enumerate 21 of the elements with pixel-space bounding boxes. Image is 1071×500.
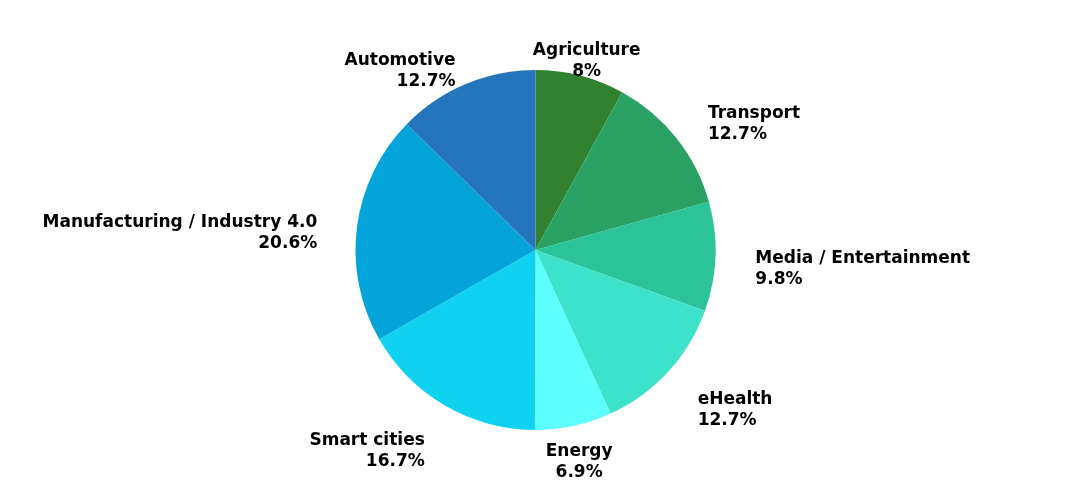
slice-label: Energy (545, 440, 613, 461)
pie-slice (535, 92, 709, 250)
pie-slice (535, 201, 716, 311)
pie-slice (534, 250, 611, 430)
data-label: 9.8% (755, 267, 803, 288)
slice-label: Transport (707, 102, 801, 123)
data-label: 16.7% (365, 450, 425, 471)
slice-label: Media / Entertainment (755, 246, 971, 267)
data-label: 20.6% (258, 232, 318, 253)
slice-label: Agriculture (532, 39, 641, 60)
data-label: 12.7% (707, 123, 767, 144)
data-label: 12.7% (697, 408, 757, 429)
pie-slice (379, 250, 536, 430)
data-label: 12.7% (396, 70, 456, 91)
pie-slice (355, 124, 536, 340)
slice-label: Manufacturing / Industry 4.0 (42, 211, 318, 232)
slice-label: Smart cities (309, 429, 425, 450)
data-label: 8% (572, 60, 602, 81)
slice-label: Automotive (344, 49, 456, 70)
slice-label: eHealth (697, 387, 773, 408)
data-label: 6.9% (555, 461, 603, 482)
